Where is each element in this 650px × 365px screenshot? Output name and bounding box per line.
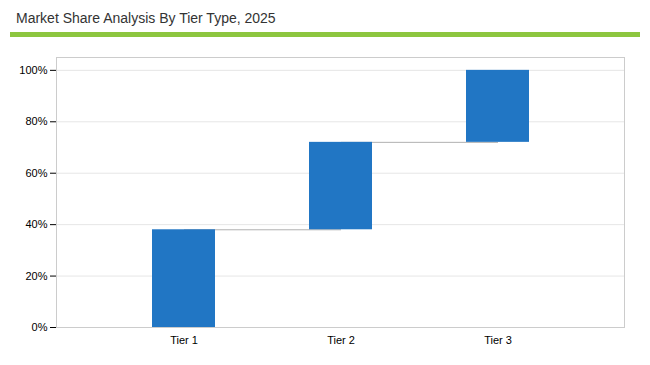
svg-text:Tier 3: Tier 3 <box>484 334 512 346</box>
svg-text:Tier 1: Tier 1 <box>170 334 198 346</box>
html-text:Market Share Analysis By Tier: Market Share Analysis By Tier Type, 2025 <box>16 10 276 26</box>
svg-text:Tier 2: Tier 2 <box>327 334 355 346</box>
svg-text:20%: 20% <box>25 270 47 282</box>
svg-text:60%: 60% <box>25 167 47 179</box>
svg-text:80%: 80% <box>25 115 47 127</box>
svg-text:100%: 100% <box>19 64 47 76</box>
svg-text:0%: 0% <box>32 321 48 333</box>
svg-text:40%: 40% <box>25 218 47 230</box>
